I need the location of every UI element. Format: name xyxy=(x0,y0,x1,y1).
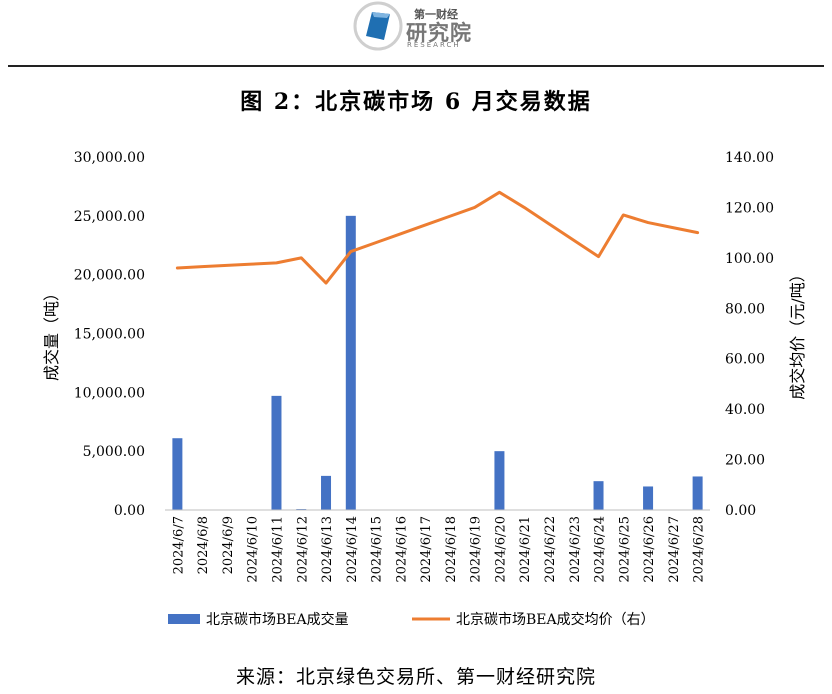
y2-tick-label: 40.00 xyxy=(725,402,765,418)
y2-tick-label: 80.00 xyxy=(725,301,765,317)
logo: 第一财经 研究院 RESEARCH xyxy=(352,0,482,52)
x-tick-label: 2024/6/27 xyxy=(667,516,682,583)
x-tick-label: 2024/6/11 xyxy=(270,516,285,583)
y2-tick-label: 60.00 xyxy=(725,352,765,368)
y-tick-label: 25,000.00 xyxy=(74,209,145,225)
bar xyxy=(172,438,183,510)
x-tick-label: 2024/6/7 xyxy=(171,516,186,574)
y-axis-label: 成交量（吨） xyxy=(42,285,61,381)
x-tick-label: 2024/6/8 xyxy=(196,516,211,574)
header-divider xyxy=(8,65,824,67)
bar xyxy=(271,395,282,510)
logo-text-line2: 研究院 xyxy=(406,21,472,45)
x-tick-label: 2024/6/28 xyxy=(692,516,707,583)
price-line xyxy=(175,190,700,285)
logo-text-line1: 第一财经 xyxy=(414,8,458,21)
x-tick-label: 2024/6/9 xyxy=(221,516,236,574)
x-tick-label: 2024/6/13 xyxy=(320,516,335,583)
bar xyxy=(593,481,604,510)
y-tick-label: 10,000.00 xyxy=(74,385,145,401)
x-axis-ticks: 2024/6/7 2024/6/8 2024/6/9 2024/6/10 2024/6/… xyxy=(171,516,706,583)
x-tick-label: 2024/6/15 xyxy=(370,516,385,583)
x-tick-label: 2024/6/17 xyxy=(419,516,434,583)
y2-tick-label: 120.00 xyxy=(725,200,774,216)
x-tick-label: 2024/6/23 xyxy=(568,516,583,583)
x-tick-label: 2024/6/10 xyxy=(246,516,261,583)
y-tick-label: 0.00 xyxy=(114,503,145,519)
bar xyxy=(345,215,356,511)
x-tick-label: 2024/6/24 xyxy=(593,516,608,583)
y2-tick-label: 140.00 xyxy=(725,150,774,166)
bar xyxy=(643,486,654,510)
bar-series xyxy=(172,215,703,511)
x-tick-label: 2024/6/22 xyxy=(543,516,558,583)
y-tick-label: 5,000.00 xyxy=(83,444,145,460)
legend-line-label: 北京碳市场BEA成交均价（右） xyxy=(456,611,655,628)
x-tick-label: 2024/6/18 xyxy=(444,516,459,583)
left-axis-ticks: 0.00 5,000.00 10,000.00 15,000.00 20,000.00 2… xyxy=(74,150,145,519)
x-tick-label: 2024/6/14 xyxy=(345,516,360,583)
figure-title: 图 2：北京碳市场 6 月交易数据 xyxy=(240,89,592,115)
logo-text-line3: RESEARCH xyxy=(407,41,461,49)
bar xyxy=(692,476,703,510)
x-tick-label: 2024/6/25 xyxy=(617,516,632,583)
y2-tick-label: 100.00 xyxy=(725,251,774,267)
x-tick-label: 2024/6/19 xyxy=(469,516,484,583)
x-tick-label: 2024/6/16 xyxy=(394,516,409,583)
x-tick-label: 2024/6/21 xyxy=(518,516,533,583)
bar xyxy=(321,475,332,510)
x-tick-label: 2024/6/12 xyxy=(295,516,310,583)
legend-bar-swatch xyxy=(168,614,200,624)
source-note: 来源：北京绿色交易所、第一财经研究院 xyxy=(235,666,596,688)
y2-tick-label: 20.00 xyxy=(725,453,765,469)
y2-axis-label: 成交均价（元/吨） xyxy=(788,266,807,399)
legend-bar-label: 北京碳市场BEA成交量 xyxy=(206,611,349,628)
right-axis-ticks: 0.00 20.00 40.00 60.00 80.00 100.00 120.00 140.… xyxy=(725,150,774,519)
logo-emblem-icon xyxy=(353,1,403,51)
y-tick-label: 20,000.00 xyxy=(74,268,145,284)
y-tick-label: 30,000.00 xyxy=(74,150,145,166)
line-series xyxy=(175,190,700,285)
y2-tick-label: 0.00 xyxy=(725,503,756,519)
legend: 北京碳市场BEA成交量 北京碳市场BEA成交均价（右） xyxy=(168,611,655,628)
bar xyxy=(494,451,505,510)
y-tick-label: 15,000.00 xyxy=(74,327,145,343)
x-tick-label: 2024/6/20 xyxy=(493,516,508,583)
x-tick-label: 2024/6/26 xyxy=(642,516,657,583)
